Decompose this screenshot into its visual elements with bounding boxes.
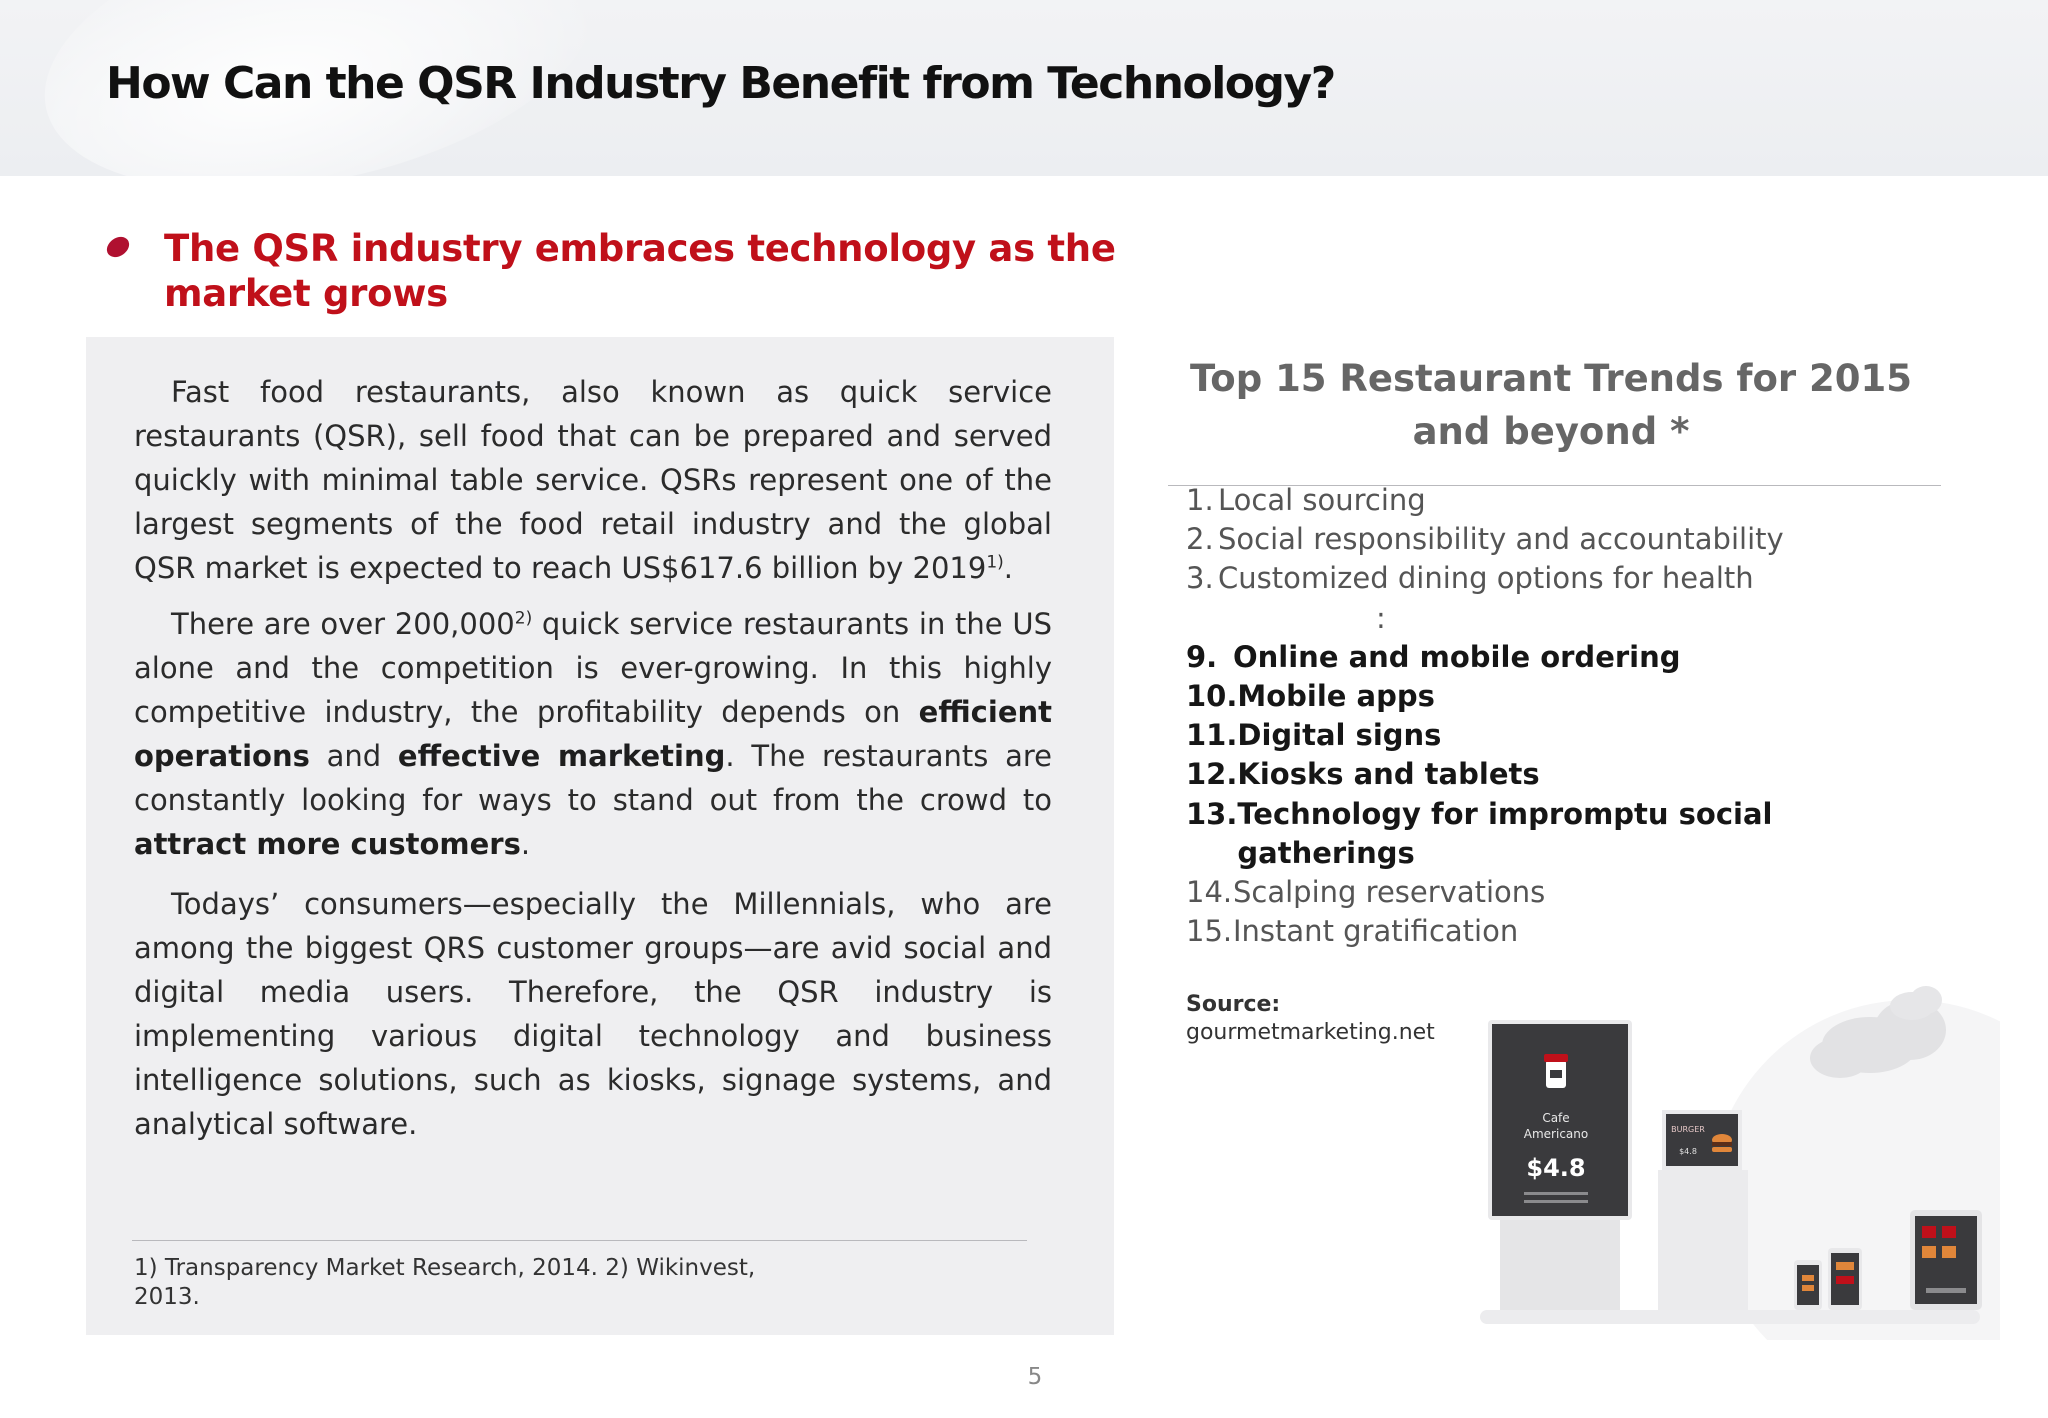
digital-kiosk-illustration: Cafe Americano $4.8 BURGER $4.8 (1480, 986, 2000, 1340)
trend-item-highlight: 11. Digital signs (1186, 718, 1442, 753)
footnote: 1) Transparency Market Research, 2014. 2… (134, 1255, 756, 1310)
trend-item-highlight: 13. Technology for impromptu social gathe… (1186, 796, 1773, 870)
counter-kiosk: BURGER $4.8 (1658, 1110, 1748, 1310)
header-band (0, 0, 2048, 236)
cloud-small-icon (1890, 986, 1942, 1020)
tablet-device (1910, 1210, 1982, 1310)
kiosk-line-2: Americano (1524, 1127, 1588, 1141)
phone-device-1 (1794, 1260, 1822, 1310)
kiosk-line-1: Cafe (1542, 1111, 1569, 1125)
footnote-divider (132, 1240, 1027, 1241)
kiosk-price: $4.8 (1526, 1154, 1585, 1182)
section-subtitle: The QSR industry embraces technology as … (164, 227, 1116, 315)
footnote-ref-2: 2) (514, 608, 533, 629)
trend-item: 2. Social responsibility and accountabili… (1186, 522, 1784, 557)
trends-divider (1168, 485, 1941, 486)
phone-device-2 (1828, 1248, 1862, 1310)
trend-item-highlight: 10. Mobile apps (1186, 679, 1435, 714)
text-panel (86, 337, 1114, 1335)
trends-list: 1. Local sourcing 2. Social responsibility… (1186, 481, 1946, 951)
burger-icon (1712, 1134, 1732, 1152)
paragraph-consumers: Todays’ consumers—especially the Millenn… (134, 887, 1052, 1141)
paragraph-qsr-intro: Fast food restaurants, also known as qui… (134, 375, 1052, 585)
coffee-cup-icon (1544, 1054, 1568, 1088)
trend-item: 3. Customized dining options for health (1186, 561, 1754, 596)
page-number: 5 (1027, 1364, 1043, 1390)
trend-item-highlight: 12. Kiosks and tablets (1186, 757, 1540, 792)
trend-item: 15. Instant gratification (1186, 914, 1519, 949)
standing-kiosk: Cafe Americano $4.8 (1488, 1020, 1632, 1310)
trend-ellipsis: : (1376, 600, 1386, 635)
bullet-icon (103, 232, 133, 262)
header-decoration (19, 0, 621, 236)
source-value: gourmetmarketing.net (1186, 1020, 1435, 1045)
paragraph-competition: There are over 200,0002) quick service r… (134, 607, 1053, 861)
footnote-ref-1: 1) (986, 552, 1004, 573)
page-title: How Can the QSR Industry Benefit from Te… (106, 58, 1336, 109)
source-label: Source: (1186, 992, 1281, 1017)
board-text: BURGER (1671, 1125, 1705, 1134)
cloud-icon (1810, 1000, 1946, 1078)
board-price: $4.8 (1679, 1147, 1697, 1156)
trend-item: 14. Scalping reservations (1186, 875, 1546, 910)
floor-shadow (1480, 1310, 1980, 1324)
trends-title: Top 15 Restaurant Trends for 2015 and be… (1189, 357, 1913, 453)
trend-item: 1. Local sourcing (1186, 483, 1426, 517)
trend-item-highlight: 9. Online and mobile ordering (1186, 639, 1681, 674)
